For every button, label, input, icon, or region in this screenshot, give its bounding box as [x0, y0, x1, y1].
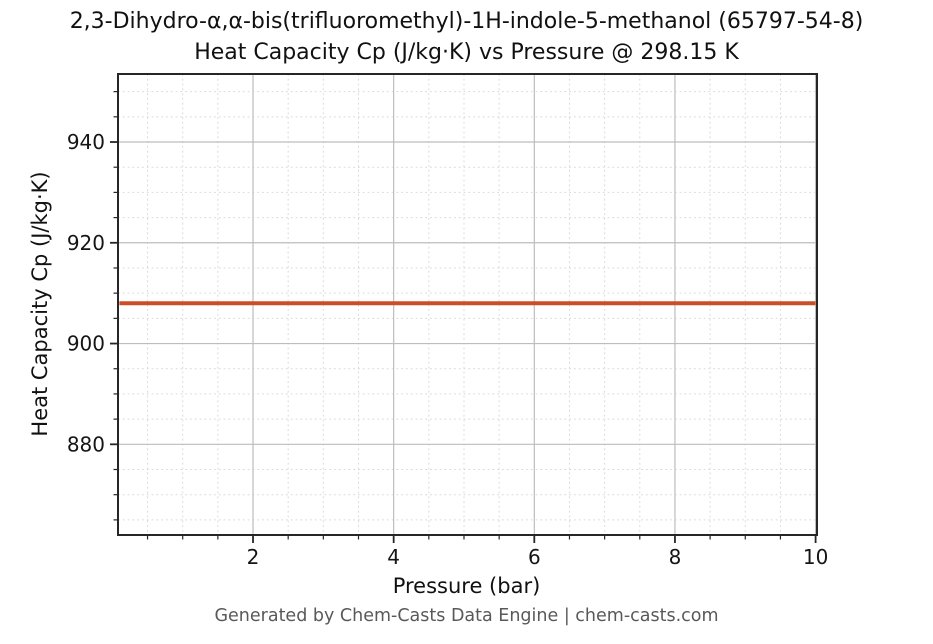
chart-title-line2: Heat Capacity Cp (J/kg·K) vs Pressure @ …	[194, 40, 739, 65]
footer-credit: Generated by Chem-Casts Data Engine | ch…	[214, 606, 719, 626]
x-tick-label: 8	[669, 545, 682, 569]
y-tick-label: 940	[67, 130, 105, 154]
x-tick-label: 6	[528, 545, 541, 569]
x-axis-label: Pressure (bar)	[392, 574, 541, 598]
x-tick-label: 4	[387, 545, 400, 569]
y-axis-label: Heat Capacity Cp (J/kg·K)	[28, 171, 52, 437]
x-tick-label: 2	[247, 545, 260, 569]
y-tick-label: 880	[67, 432, 105, 456]
y-tick-label: 900	[67, 332, 105, 356]
plot-spines	[117, 73, 818, 536]
x-tick-label: 10	[803, 545, 828, 569]
y-tick-label: 920	[67, 231, 105, 255]
chart-title-line1: 2,3-Dihydro-α,α-bis(trifluoromethyl)-1H-…	[69, 9, 864, 34]
